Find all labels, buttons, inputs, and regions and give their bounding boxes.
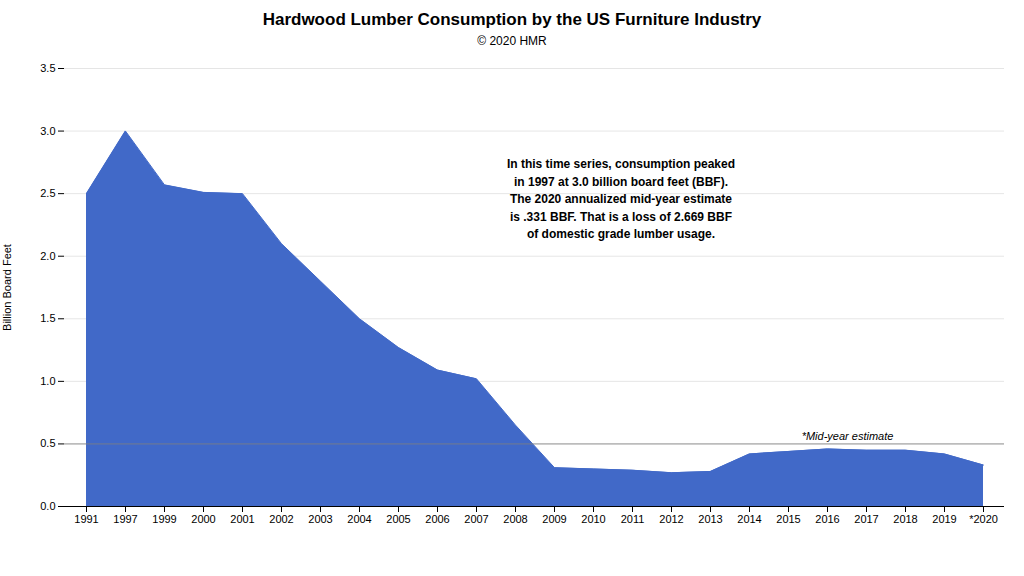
svg-text:2011: 2011 xyxy=(621,513,645,525)
svg-text:2014: 2014 xyxy=(737,513,761,525)
svg-text:2012: 2012 xyxy=(659,513,683,525)
svg-text:3.0: 3.0 xyxy=(40,125,55,137)
svg-text:2015: 2015 xyxy=(776,513,800,525)
svg-text:0.5: 0.5 xyxy=(40,437,55,449)
svg-text:1.0: 1.0 xyxy=(40,375,55,387)
svg-text:2009: 2009 xyxy=(542,513,566,525)
svg-text:2003: 2003 xyxy=(308,513,332,525)
svg-text:*2020: *2020 xyxy=(969,513,998,525)
svg-text:2004: 2004 xyxy=(347,513,371,525)
svg-text:Billion Board Feet: Billion Board Feet xyxy=(1,244,13,331)
svg-text:1999: 1999 xyxy=(152,513,176,525)
svg-text:2018: 2018 xyxy=(893,513,917,525)
svg-text:2006: 2006 xyxy=(425,513,449,525)
svg-text:2017: 2017 xyxy=(854,513,878,525)
svg-text:1997: 1997 xyxy=(113,513,137,525)
svg-text:2002: 2002 xyxy=(269,513,293,525)
svg-text:2013: 2013 xyxy=(698,513,722,525)
svg-text:*Mid-year estimate: *Mid-year estimate xyxy=(802,430,894,442)
svg-text:2000: 2000 xyxy=(191,513,215,525)
svg-text:2007: 2007 xyxy=(464,513,488,525)
svg-text:1.5: 1.5 xyxy=(40,312,55,324)
html-text:© 2020 HMR: © 2020 HMR xyxy=(477,34,547,48)
svg-text:0.0: 0.0 xyxy=(40,500,55,512)
svg-text:In this time series, consumpti: In this time series, consumption peakedi… xyxy=(507,157,735,241)
svg-text:2019: 2019 xyxy=(932,513,956,525)
svg-text:2008: 2008 xyxy=(503,513,527,525)
svg-text:2010: 2010 xyxy=(581,513,605,525)
html-text:Hardwood Lumber Consumption by: Hardwood Lumber Consumption by the US Fu… xyxy=(262,10,762,29)
svg-text:2001: 2001 xyxy=(230,513,254,525)
svg-text:1991: 1991 xyxy=(74,513,98,525)
svg-text:2.5: 2.5 xyxy=(40,187,55,199)
svg-text:3.5: 3.5 xyxy=(40,62,55,74)
svg-text:2016: 2016 xyxy=(815,513,839,525)
svg-text:2.0: 2.0 xyxy=(40,250,55,262)
svg-text:2005: 2005 xyxy=(386,513,410,525)
